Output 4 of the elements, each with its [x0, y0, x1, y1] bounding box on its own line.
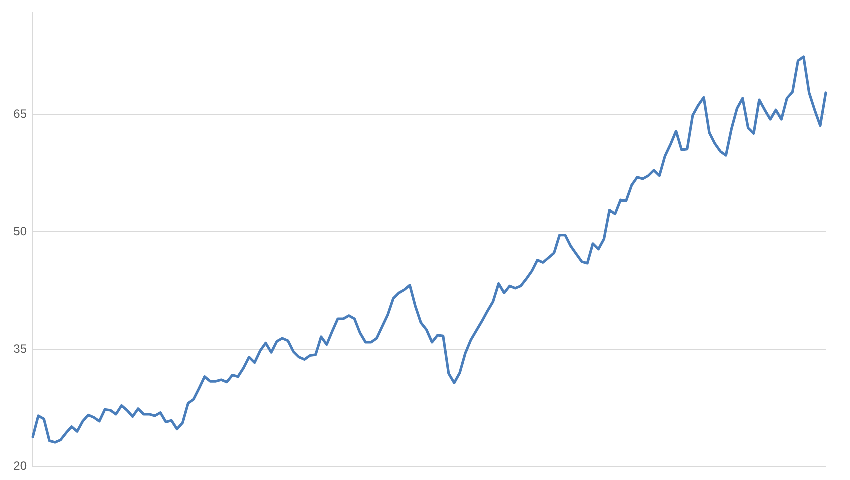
y-tick-label: 35 — [14, 342, 28, 356]
y-tick-label: 50 — [14, 224, 28, 238]
y-tick-label: 65 — [14, 107, 28, 122]
y-tick-label: 20 — [14, 459, 28, 474]
